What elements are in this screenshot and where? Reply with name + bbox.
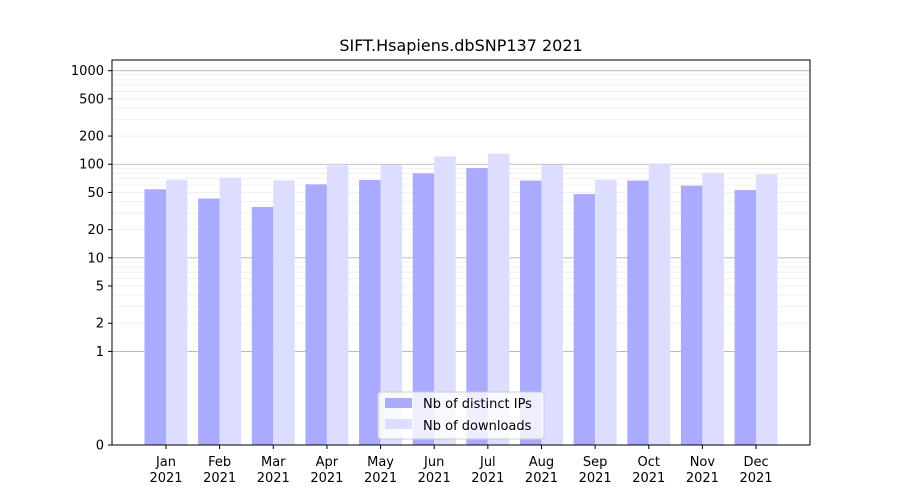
y-tick-label: 50 (87, 186, 104, 201)
x-tick-label-year: 2021 (739, 471, 772, 486)
bar (273, 180, 295, 446)
bar (166, 179, 188, 445)
y-axis: 0 1 2 5 10 20 50 100 200 500 1000 (71, 64, 112, 454)
legend-swatch-distinct-ips (385, 398, 412, 408)
y-tick-label: 5 (96, 280, 104, 295)
bars (144, 153, 778, 446)
x-tick-label-year: 2021 (418, 471, 451, 486)
x-tick-label-year: 2021 (525, 471, 558, 486)
bar (541, 164, 563, 445)
x-tick-label-month: Oct (638, 455, 660, 470)
x-tick-label-year: 2021 (579, 471, 612, 486)
x-tick-label-year: 2021 (471, 471, 504, 486)
y-tick-label: 0 (96, 439, 104, 454)
x-tick-label-year: 2021 (257, 471, 290, 486)
x-tick-label-year: 2021 (632, 471, 665, 486)
legend-label-distinct-ips: Nb of distinct IPs (423, 397, 532, 412)
bar (412, 173, 435, 445)
bar (573, 194, 596, 445)
bar (466, 168, 488, 445)
x-tick-label-month: Feb (208, 455, 231, 470)
x-tick-label-year: 2021 (149, 471, 182, 486)
x-tick-label-month: Nov (690, 455, 716, 470)
bar (648, 163, 671, 445)
bar (219, 177, 242, 446)
x-tick-label-month: Dec (743, 455, 768, 470)
y-tick-label: 1000 (71, 64, 104, 79)
y-tick-label: 500 (79, 92, 104, 107)
plot-frame (111, 59, 811, 446)
x-tick-label-year: 2021 (364, 471, 397, 486)
bar (734, 190, 757, 445)
legend-swatch-downloads (385, 419, 412, 429)
bar (702, 172, 724, 445)
x-tick-label-year: 2021 (310, 471, 343, 486)
x-tick-label-month: May (367, 455, 394, 470)
x-tick-label-year: 2021 (203, 471, 236, 486)
bar (305, 184, 327, 445)
x-axis: Jan2021Feb2021Mar2021Apr2021May2021Jun20… (149, 445, 773, 486)
bar (756, 174, 778, 445)
legend: Nb of distinct IPs Nb of downloads (377, 391, 545, 440)
bar (359, 179, 381, 445)
y-tick-label: 2 (96, 317, 104, 332)
bar (487, 153, 510, 446)
x-tick-label-month: Jun (423, 455, 444, 470)
y-tick-label: 200 (79, 130, 104, 145)
y-tick-label: 20 (87, 223, 104, 238)
legend-frame (377, 391, 545, 440)
x-tick-label-year: 2021 (686, 471, 719, 486)
y-tick-label: 1 (96, 345, 104, 360)
bar (326, 165, 349, 446)
y-tick-label: 10 (87, 251, 104, 266)
chart-title: SIFT.Hsapiens.dbSNP137 2021 (339, 36, 582, 55)
x-tick-label-month: Apr (316, 455, 339, 470)
bar (251, 206, 274, 445)
bar (144, 189, 166, 445)
legend-label-downloads: Nb of downloads (423, 419, 532, 434)
x-tick-label-month: Aug (529, 455, 554, 470)
bar (627, 180, 649, 446)
bar (380, 164, 403, 445)
bar (595, 179, 617, 445)
bar (680, 185, 703, 446)
x-tick-label-month: Jan (155, 455, 176, 470)
bar (519, 180, 542, 446)
bar (434, 156, 456, 446)
x-tick-label-month: Mar (261, 455, 286, 470)
x-tick-label-month: Jul (479, 455, 496, 470)
y-tick-label: 100 (79, 158, 104, 173)
bar (198, 198, 220, 445)
x-tick-label-month: Sep (583, 455, 608, 470)
